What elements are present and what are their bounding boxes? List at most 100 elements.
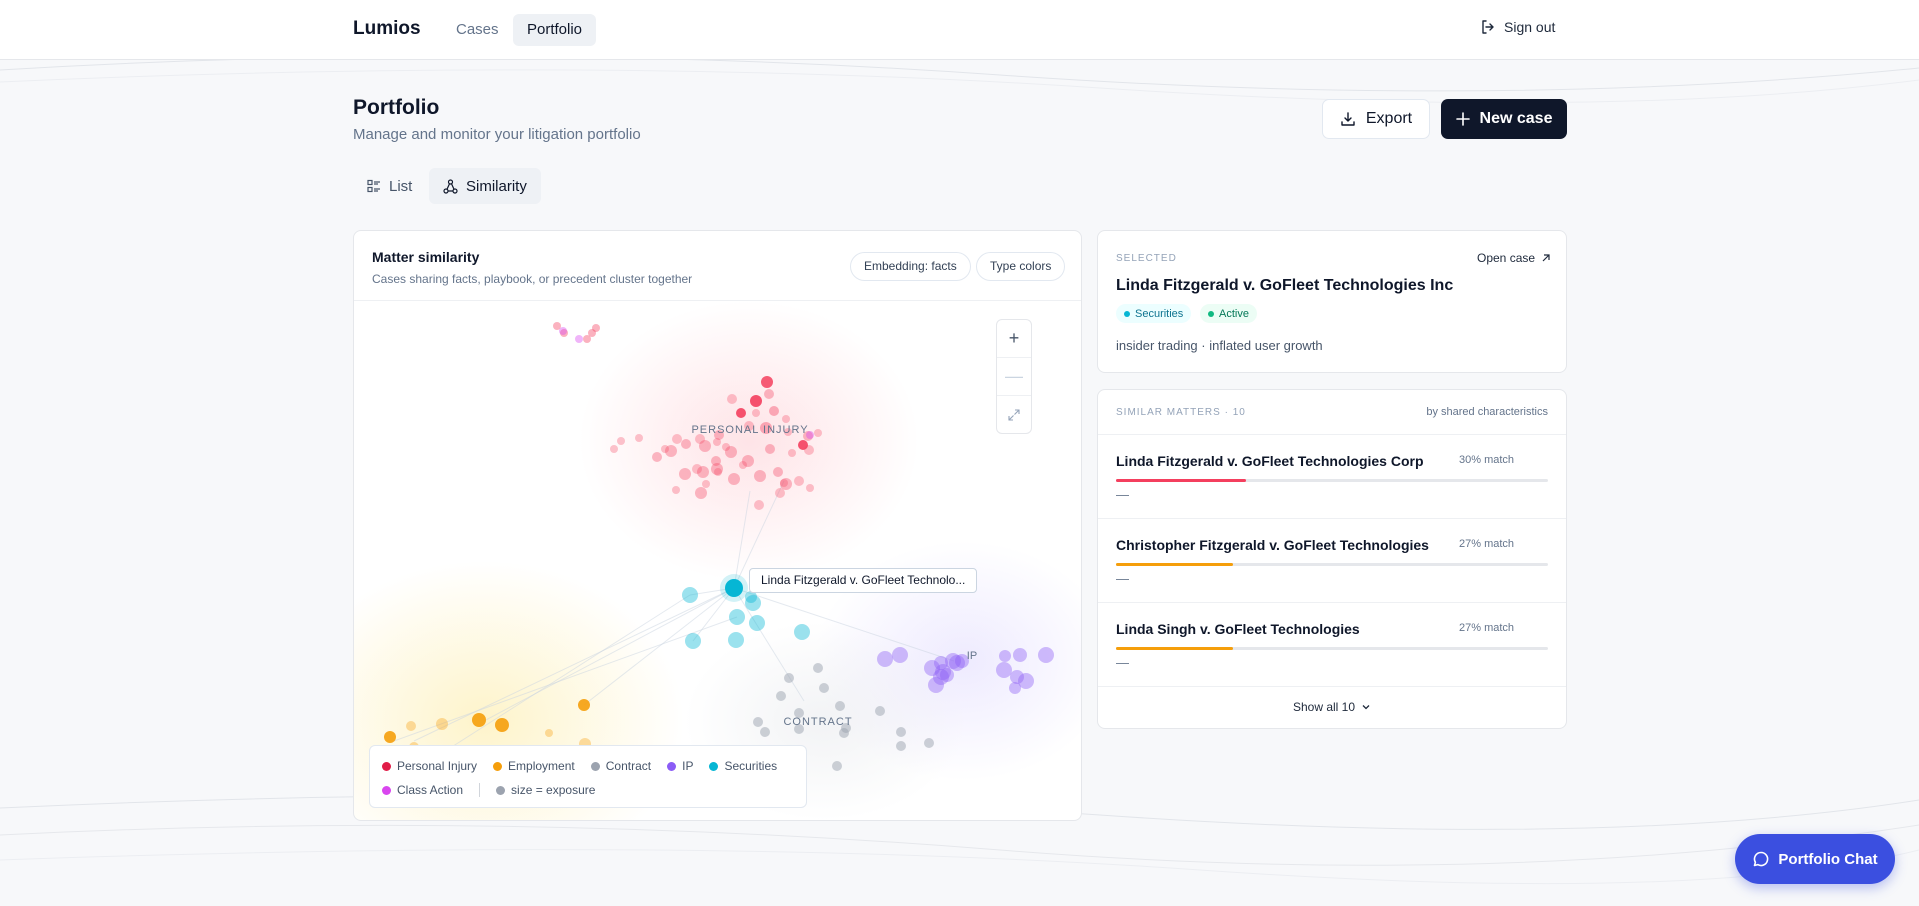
graph-node[interactable]: [610, 445, 618, 453]
graph-node[interactable]: [697, 466, 709, 478]
export-button[interactable]: Export: [1322, 99, 1430, 139]
graph-node[interactable]: [744, 421, 754, 431]
graph-node[interactable]: [559, 327, 567, 335]
graph-node[interactable]: [702, 480, 710, 488]
graph-node[interactable]: [892, 647, 908, 663]
open-case-link[interactable]: Open case: [1477, 251, 1551, 265]
graph-node[interactable]: [813, 663, 823, 673]
graph-node[interactable]: [1018, 673, 1034, 689]
graph-node[interactable]: [784, 428, 792, 436]
graph-node[interactable]: [742, 455, 754, 467]
view-tab-list[interactable]: List: [353, 168, 426, 204]
graph-node[interactable]: [1009, 682, 1021, 694]
graph-node[interactable]: [695, 434, 705, 444]
graph-node[interactable]: [679, 468, 691, 480]
fit-view-button[interactable]: [997, 396, 1031, 434]
graph-node[interactable]: [1010, 670, 1024, 684]
graph-node[interactable]: [955, 654, 969, 668]
graph-node[interactable]: [578, 699, 590, 711]
graph-node[interactable]: [695, 487, 707, 499]
graph-node[interactable]: [769, 406, 779, 416]
graph-node[interactable]: [933, 669, 949, 685]
graph-node[interactable]: [896, 727, 906, 737]
graph-node[interactable]: [685, 633, 701, 649]
graph-node[interactable]: [592, 324, 600, 332]
graph-node[interactable]: [761, 376, 773, 388]
graph-node[interactable]: [714, 468, 722, 476]
graph-node[interactable]: [819, 683, 829, 693]
graph-node[interactable]: [729, 609, 745, 625]
graph-node[interactable]: [661, 445, 669, 453]
graph-node[interactable]: [725, 579, 743, 597]
graph-node[interactable]: [750, 395, 762, 407]
graph-node[interactable]: [665, 445, 677, 457]
graph-node[interactable]: [749, 615, 765, 631]
graph-node[interactable]: [935, 664, 951, 680]
graph-node[interactable]: [672, 434, 682, 444]
graph-node[interactable]: [745, 595, 761, 611]
graph-node[interactable]: [782, 415, 790, 423]
zoom-out-button[interactable]: —: [997, 358, 1031, 396]
nav-tab-portfolio[interactable]: Portfolio: [513, 14, 597, 46]
graph-node[interactable]: [794, 624, 810, 640]
graph-node[interactable]: [753, 717, 763, 727]
graph-node[interactable]: [728, 632, 744, 648]
graph-node[interactable]: [877, 651, 893, 667]
graph-node[interactable]: [436, 718, 448, 730]
graph-node[interactable]: [617, 437, 625, 445]
similar-matter-row[interactable]: Linda Singh v. GoFleet Technologies 27% …: [1098, 603, 1566, 687]
graph-node[interactable]: [924, 660, 940, 676]
graph-node[interactable]: [711, 456, 721, 466]
graph-node[interactable]: [788, 449, 796, 457]
graph-node[interactable]: [545, 729, 553, 737]
graph-node[interactable]: [384, 731, 396, 743]
graph-node[interactable]: [406, 721, 416, 731]
graph-node[interactable]: [1013, 648, 1027, 662]
graph-node[interactable]: [727, 394, 737, 404]
graph-node[interactable]: [934, 656, 948, 670]
similar-matter-row[interactable]: Christopher Fitzgerald v. GoFleet Techno…: [1098, 519, 1566, 603]
graph-node[interactable]: [711, 463, 723, 475]
graph-node[interactable]: [949, 655, 965, 671]
graph-node[interactable]: [794, 724, 804, 734]
graph-node[interactable]: [996, 662, 1012, 678]
graph-node[interactable]: [803, 431, 813, 441]
graph-node[interactable]: [714, 430, 724, 440]
graph-node[interactable]: [775, 488, 785, 498]
graph-node[interactable]: [806, 431, 814, 439]
graph-node[interactable]: [999, 650, 1011, 662]
graph-node[interactable]: [780, 478, 792, 490]
graph-node[interactable]: [776, 691, 786, 701]
graph-node[interactable]: [784, 673, 794, 683]
graph-node[interactable]: [699, 440, 711, 452]
similar-matter-row[interactable]: Linda Fitzgerald v. GoFleet Technologies…: [1098, 435, 1566, 519]
graph-node[interactable]: [794, 476, 804, 486]
graph-node[interactable]: [794, 708, 804, 718]
graph-node[interactable]: [560, 329, 568, 337]
brand-logo[interactable]: Lumios: [353, 18, 421, 39]
embedding-pill[interactable]: Embedding: facts: [850, 252, 971, 281]
graph-node[interactable]: [896, 741, 906, 751]
view-tab-similarity[interactable]: Similarity: [429, 168, 541, 204]
graph-node[interactable]: [583, 335, 591, 343]
graph-node[interactable]: [725, 446, 737, 458]
graph-node[interactable]: [682, 587, 698, 603]
graph-node[interactable]: [760, 727, 770, 737]
graph-node[interactable]: [745, 591, 757, 603]
graph-node[interactable]: [875, 706, 885, 716]
graph-node[interactable]: [736, 408, 746, 418]
graph-node[interactable]: [764, 389, 774, 399]
graph-node[interactable]: [765, 444, 775, 454]
graph-node[interactable]: [832, 761, 842, 771]
graph-node[interactable]: [692, 464, 702, 474]
similarity-graph[interactable]: PERSONAL INJURY IP CONTRACT: [354, 301, 1081, 820]
graph-node[interactable]: [940, 668, 954, 682]
graph-node[interactable]: [841, 723, 851, 733]
graph-node[interactable]: [804, 445, 814, 455]
graph-node[interactable]: [472, 713, 486, 727]
graph-node[interactable]: [553, 322, 561, 330]
graph-node[interactable]: [754, 470, 766, 482]
graph-node[interactable]: [924, 738, 934, 748]
graph-node[interactable]: [575, 335, 583, 343]
portfolio-chat-button[interactable]: Portfolio Chat: [1735, 834, 1895, 884]
